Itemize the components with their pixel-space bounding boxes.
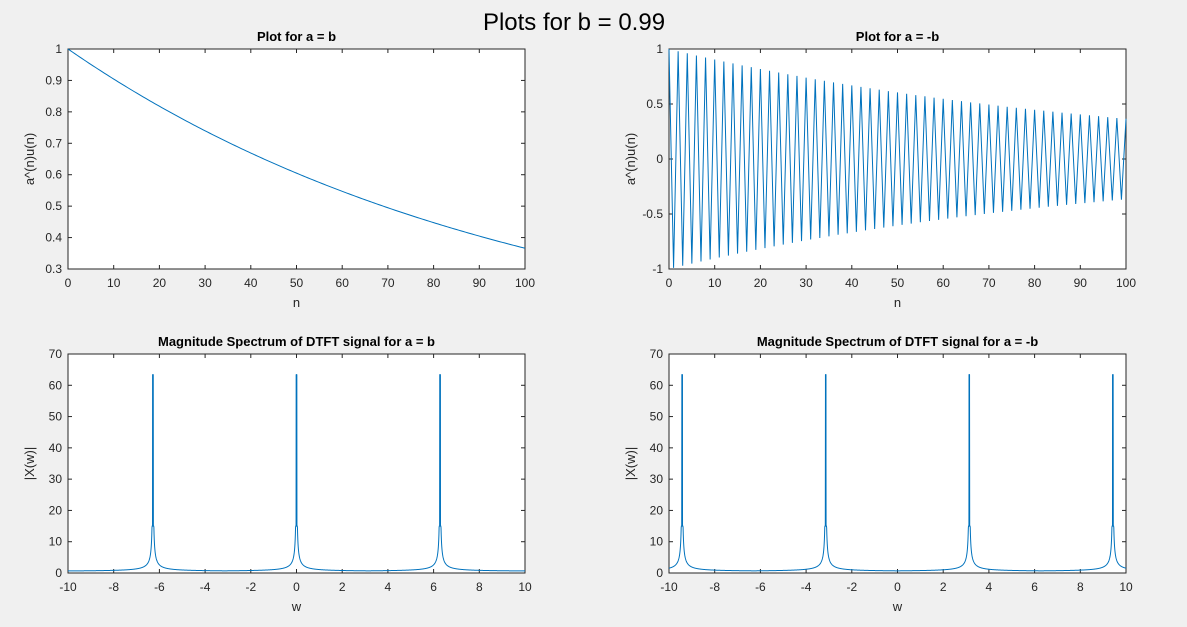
y-tick-label: 20 — [49, 503, 63, 517]
y-tick-label: 40 — [650, 441, 664, 455]
axes-2: Plot for a = -b0 10 20 30 40 50 60 70 80 90 100-1-… — [623, 29, 1136, 310]
x-tick-label: 0 — [65, 276, 72, 290]
axes-4: Magnitude Spectrum of DTFT signal for a … — [623, 334, 1133, 614]
y-tick-label: 1 — [656, 42, 663, 56]
y-tick-label: 0.9 — [45, 73, 62, 87]
y-tick-label: 50 — [650, 410, 664, 424]
x-tick-label: 80 — [1028, 276, 1042, 290]
y-axis-label: |X(w)| — [623, 447, 638, 480]
y-axis-label: |X(w)| — [22, 447, 37, 480]
x-tick-label: -6 — [154, 580, 165, 594]
y-tick-label: 50 — [49, 410, 63, 424]
y-tick-label: 0.8 — [45, 105, 62, 119]
x-tick-label: 80 — [427, 276, 441, 290]
x-tick-label: 20 — [754, 276, 768, 290]
axes-box — [668, 48, 1127, 270]
x-tick-label: 10 — [1119, 580, 1133, 594]
y-tick-label: 30 — [49, 472, 63, 486]
axes-box — [668, 353, 1127, 574]
y-tick-label: -1 — [652, 262, 663, 276]
x-axis-label: w — [291, 599, 302, 614]
x-tick-label: -10 — [660, 580, 678, 594]
x-tick-label: 0 — [666, 276, 673, 290]
x-tick-label: 10 — [708, 276, 722, 290]
x-tick-label: 70 — [381, 276, 395, 290]
y-tick-label: 0.3 — [45, 262, 62, 276]
x-tick-label: -8 — [709, 580, 720, 594]
x-tick-label: 70 — [982, 276, 996, 290]
x-tick-label: -2 — [846, 580, 857, 594]
y-tick-label: 0.7 — [45, 136, 62, 150]
y-tick-label: 0.5 — [646, 97, 663, 111]
figure-title: Plots for b = 0.99 — [483, 9, 665, 36]
y-tick-label: 70 — [49, 347, 63, 361]
x-tick-label: 10 — [107, 276, 121, 290]
x-tick-label: 100 — [515, 276, 535, 290]
axes-title: Magnitude Spectrum of DTFT signal for a … — [757, 334, 1038, 349]
y-tick-label: 70 — [650, 347, 664, 361]
x-axis-label: n — [894, 295, 901, 310]
y-tick-label: 0.5 — [45, 199, 62, 213]
y-tick-label: 0 — [656, 152, 663, 166]
x-tick-label: 30 — [198, 276, 212, 290]
x-tick-label: 60 — [336, 276, 350, 290]
axes-title: Plot for a = -b — [856, 29, 939, 44]
y-tick-label: 60 — [49, 378, 63, 392]
x-tick-label: -6 — [755, 580, 766, 594]
y-tick-label: 10 — [49, 535, 63, 549]
y-tick-label: 60 — [650, 378, 664, 392]
x-tick-label: 0 — [894, 580, 901, 594]
x-tick-label: 6 — [1031, 580, 1038, 594]
y-tick-label: 0.6 — [45, 168, 62, 182]
x-tick-label: 20 — [153, 276, 167, 290]
x-tick-label: -10 — [59, 580, 77, 594]
x-tick-label: 40 — [244, 276, 258, 290]
y-tick-label: 1 — [55, 42, 62, 56]
x-tick-label: 60 — [937, 276, 951, 290]
axes-title: Magnitude Spectrum of DTFT signal for a … — [158, 334, 435, 349]
x-tick-label: 10 — [518, 580, 532, 594]
x-tick-label: 6 — [430, 580, 437, 594]
axes-box — [67, 48, 526, 270]
x-tick-label: 50 — [891, 276, 905, 290]
x-tick-label: 90 — [1074, 276, 1088, 290]
x-tick-label: 90 — [473, 276, 487, 290]
x-tick-label: -2 — [245, 580, 256, 594]
x-tick-label: 2 — [940, 580, 947, 594]
x-tick-label: 50 — [290, 276, 304, 290]
y-tick-label: -0.5 — [642, 207, 663, 221]
x-tick-label: 8 — [1077, 580, 1084, 594]
x-axis-label: n — [293, 295, 300, 310]
series-line — [668, 374, 1127, 572]
y-tick-label: 0 — [55, 566, 62, 580]
y-tick-label: 10 — [650, 535, 664, 549]
x-tick-label: 40 — [845, 276, 859, 290]
x-axis-label: w — [892, 599, 903, 614]
x-tick-label: -8 — [108, 580, 119, 594]
y-axis-label: a^(n)u(n) — [22, 133, 37, 185]
y-tick-label: 30 — [650, 472, 664, 486]
x-tick-label: -4 — [801, 580, 812, 594]
y-tick-label: 40 — [49, 441, 63, 455]
axes-title: Plot for a = b — [257, 29, 336, 44]
x-tick-label: 100 — [1116, 276, 1136, 290]
x-tick-label: 0 — [293, 580, 300, 594]
x-tick-label: 30 — [799, 276, 813, 290]
y-tick-label: 0.4 — [45, 231, 62, 245]
x-tick-label: -4 — [200, 580, 211, 594]
x-tick-label: 4 — [385, 580, 392, 594]
x-tick-label: 2 — [339, 580, 346, 594]
series-line — [68, 374, 525, 572]
axes-1: Plot for a = b 0 10 20 30 40 50 60 70 80 90 100 0.3 0… — [22, 29, 535, 310]
x-tick-label: 4 — [986, 580, 993, 594]
series-line — [67, 48, 526, 249]
y-tick-label: 20 — [650, 503, 664, 517]
axes-3: Magnitude Spectrum of DTFT signal for a … — [22, 334, 532, 614]
series-line — [668, 48, 1127, 268]
y-tick-label: 0 — [656, 566, 663, 580]
x-tick-label: 8 — [476, 580, 483, 594]
y-axis-label: a^(n)u(n) — [623, 133, 638, 185]
